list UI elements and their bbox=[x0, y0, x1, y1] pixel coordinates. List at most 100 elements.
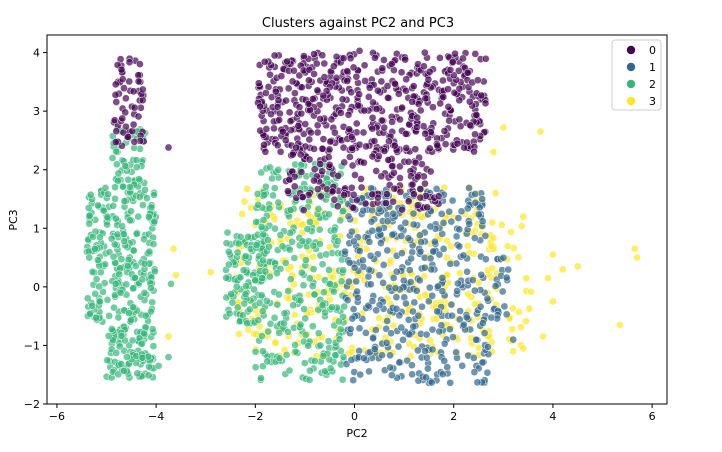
data-point-cluster-1 bbox=[348, 227, 356, 236]
data-point-cluster-2 bbox=[117, 360, 126, 368]
data-point-cluster-0 bbox=[298, 193, 307, 201]
data-point-cluster-2 bbox=[121, 162, 130, 170]
x-tick-label: −4 bbox=[148, 410, 164, 423]
data-point-cluster-1 bbox=[375, 225, 383, 234]
data-point-cluster-2 bbox=[124, 175, 133, 184]
data-point-cluster-0 bbox=[465, 97, 474, 106]
data-point-cluster-1 bbox=[405, 266, 414, 274]
data-point-cluster-1 bbox=[428, 325, 437, 334]
data-point-cluster-1 bbox=[452, 232, 461, 241]
data-point-cluster-1 bbox=[422, 353, 431, 362]
data-point-cluster-2 bbox=[117, 255, 126, 263]
data-point-cluster-0 bbox=[344, 110, 353, 119]
data-point-cluster-2 bbox=[326, 280, 335, 288]
data-point-cluster-2 bbox=[149, 240, 158, 248]
y-tick-label: 2 bbox=[33, 164, 40, 177]
data-point-cluster-0 bbox=[319, 135, 328, 143]
data-point-cluster-1 bbox=[395, 311, 404, 320]
data-point-cluster-2 bbox=[319, 352, 328, 360]
data-point-cluster-2 bbox=[233, 303, 242, 312]
data-point-cluster-2 bbox=[320, 288, 328, 297]
data-point-cluster-2 bbox=[276, 231, 285, 239]
data-point-cluster-2 bbox=[132, 163, 141, 172]
data-point-cluster-3 bbox=[474, 343, 483, 352]
data-point-cluster-3 bbox=[489, 148, 498, 156]
data-point-cluster-2 bbox=[258, 274, 266, 283]
data-point-cluster-2 bbox=[85, 211, 94, 220]
data-point-cluster-2 bbox=[99, 288, 107, 296]
data-point-cluster-0 bbox=[310, 145, 318, 153]
legend-marker-3 bbox=[626, 96, 636, 106]
data-point-cluster-2 bbox=[325, 210, 333, 219]
data-point-cluster-2 bbox=[150, 217, 159, 226]
x-tick-label: 0 bbox=[351, 410, 358, 423]
data-point-cluster-0 bbox=[383, 82, 392, 90]
data-point-cluster-1 bbox=[399, 276, 408, 285]
data-point-cluster-0 bbox=[125, 77, 134, 86]
data-point-cluster-1 bbox=[401, 218, 410, 227]
data-point-cluster-2 bbox=[141, 185, 149, 194]
data-point-cluster-1 bbox=[481, 255, 490, 264]
data-point-cluster-3 bbox=[497, 221, 506, 229]
data-point-cluster-1 bbox=[352, 277, 361, 286]
data-point-cluster-2 bbox=[144, 371, 153, 380]
data-point-cluster-1 bbox=[341, 247, 349, 256]
data-point-cluster-0 bbox=[397, 68, 406, 77]
data-point-cluster-2 bbox=[309, 265, 318, 273]
data-point-cluster-3 bbox=[573, 262, 582, 271]
data-point-cluster-2 bbox=[280, 319, 288, 328]
data-point-cluster-2 bbox=[263, 357, 272, 366]
data-point-cluster-0 bbox=[112, 98, 121, 106]
data-point-cluster-2 bbox=[281, 259, 290, 267]
data-point-cluster-2 bbox=[114, 370, 123, 379]
data-point-cluster-1 bbox=[398, 249, 406, 258]
data-point-cluster-2 bbox=[301, 314, 310, 323]
data-point-cluster-2 bbox=[119, 367, 128, 375]
data-point-cluster-2 bbox=[302, 256, 310, 264]
data-point-cluster-2 bbox=[95, 282, 104, 291]
data-point-cluster-0 bbox=[124, 133, 132, 141]
data-point-cluster-3 bbox=[525, 304, 534, 313]
data-point-cluster-3 bbox=[507, 228, 515, 236]
data-point-cluster-3 bbox=[488, 264, 497, 273]
data-point-cluster-1 bbox=[454, 214, 463, 222]
data-point-cluster-1 bbox=[424, 364, 432, 373]
data-point-cluster-3 bbox=[519, 344, 528, 353]
data-point-cluster-2 bbox=[104, 190, 112, 199]
data-point-cluster-2 bbox=[234, 239, 243, 248]
data-point-cluster-0 bbox=[316, 160, 325, 168]
data-point-cluster-0 bbox=[365, 83, 374, 92]
data-point-cluster-0 bbox=[378, 64, 387, 73]
data-point-cluster-1 bbox=[386, 363, 394, 372]
data-point-cluster-0 bbox=[305, 76, 313, 85]
data-point-cluster-1 bbox=[377, 239, 385, 247]
data-point-cluster-2 bbox=[289, 301, 298, 310]
data-point-cluster-1 bbox=[468, 276, 477, 284]
data-point-cluster-2 bbox=[242, 282, 250, 291]
data-point-cluster-2 bbox=[145, 247, 154, 256]
data-point-cluster-2 bbox=[112, 214, 120, 223]
data-point-cluster-0 bbox=[371, 53, 379, 62]
data-point-cluster-2 bbox=[88, 268, 97, 276]
data-point-cluster-1 bbox=[397, 323, 406, 332]
data-point-cluster-3 bbox=[487, 242, 496, 251]
data-point-cluster-1 bbox=[383, 217, 392, 226]
data-point-cluster-2 bbox=[254, 316, 263, 325]
data-point-cluster-1 bbox=[416, 231, 424, 240]
data-point-cluster-2 bbox=[140, 289, 149, 297]
data-point-cluster-2 bbox=[290, 254, 299, 262]
data-point-cluster-2 bbox=[265, 204, 274, 213]
data-point-cluster-1 bbox=[412, 286, 421, 295]
data-point-cluster-0 bbox=[351, 171, 359, 179]
data-point-cluster-0 bbox=[372, 105, 381, 113]
data-point-cluster-2 bbox=[132, 156, 141, 164]
data-point-cluster-2 bbox=[255, 299, 264, 307]
data-point-cluster-0 bbox=[318, 144, 327, 153]
data-point-cluster-2 bbox=[86, 190, 95, 199]
data-point-cluster-1 bbox=[409, 220, 418, 229]
data-point-cluster-3 bbox=[522, 274, 531, 283]
legend: 0 1 2 3 bbox=[611, 39, 662, 111]
data-point-cluster-2 bbox=[115, 342, 124, 351]
data-point-cluster-2 bbox=[123, 262, 132, 270]
data-point-cluster-1 bbox=[470, 286, 479, 295]
